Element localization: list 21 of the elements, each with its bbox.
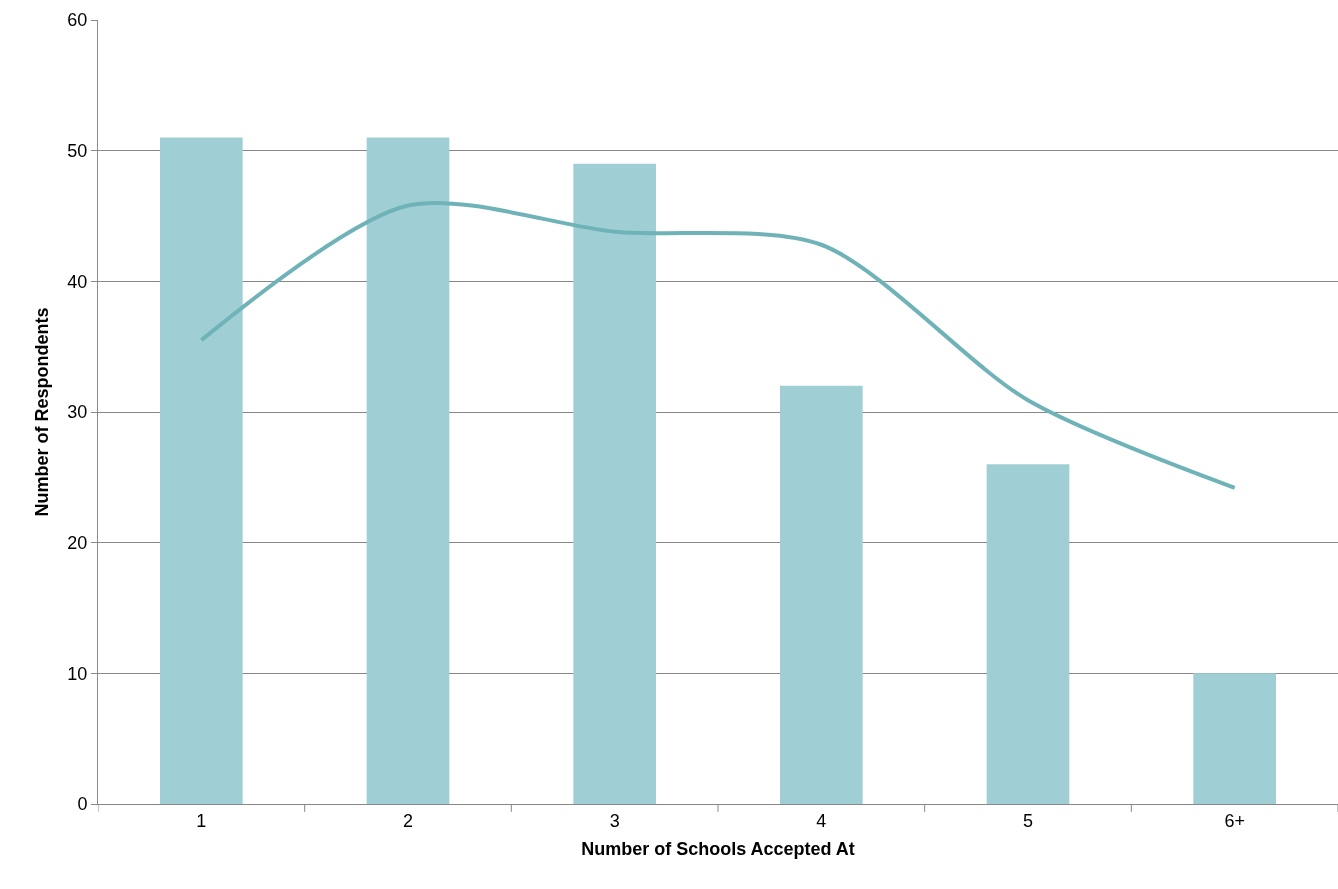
- y-tick-label: 0: [77, 794, 88, 815]
- x-tick-label: 5: [1022, 810, 1034, 831]
- x-tick-label: 3: [609, 810, 620, 831]
- y-axis-title: Number of Respondents: [31, 307, 52, 517]
- bar: [573, 163, 656, 804]
- x-tick-label: 1: [196, 810, 207, 831]
- y-tick-label: 20: [67, 532, 88, 553]
- x-tick-label: 2: [402, 810, 414, 831]
- y-tick-label: 30: [67, 402, 88, 423]
- bar: [986, 464, 1070, 804]
- y-tick-label: 60: [67, 10, 88, 31]
- bar: [366, 137, 450, 804]
- y-tick-label: 40: [67, 271, 88, 292]
- y-tick-label: 10: [67, 663, 88, 684]
- bar: [1193, 673, 1276, 804]
- bar: [780, 385, 863, 804]
- bar: [160, 137, 243, 804]
- x-tick-label: 6+: [1224, 810, 1245, 831]
- x-axis-title: Number of Schools Accepted At: [581, 838, 855, 859]
- y-tick-label: 50: [67, 140, 88, 161]
- x-tick-label: 4: [816, 810, 827, 831]
